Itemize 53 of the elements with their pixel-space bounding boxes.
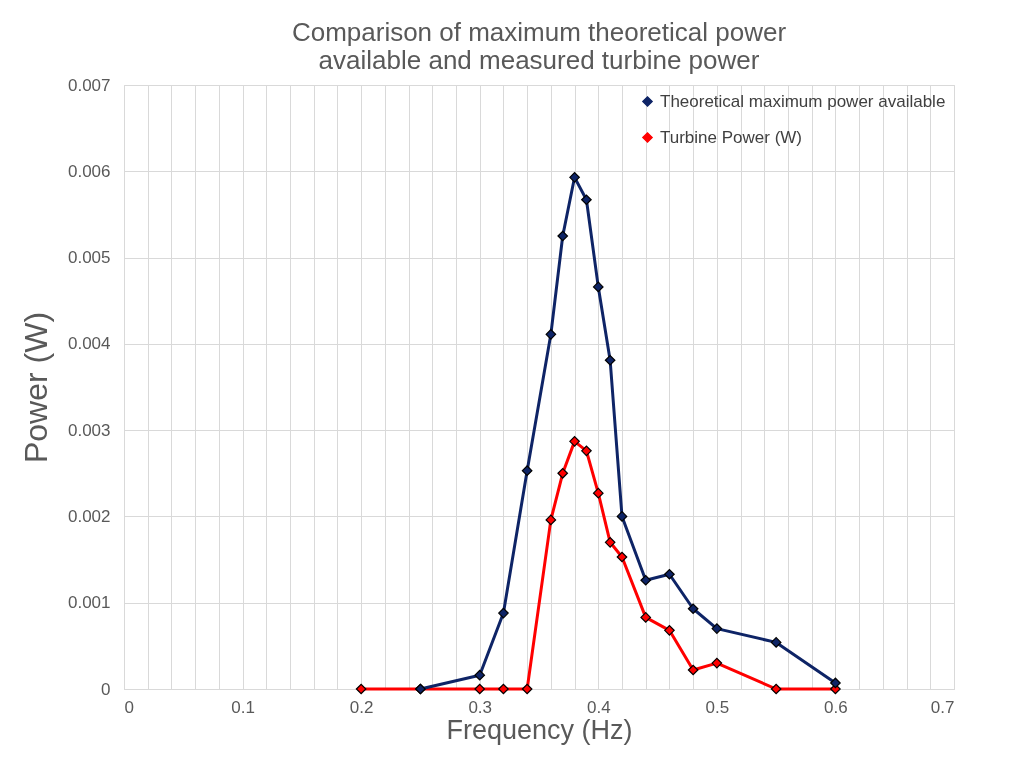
point	[498, 683, 509, 695]
legend-label: Turbine Power (W)	[660, 127, 803, 147]
x-tick-label: 0.7	[930, 697, 955, 717]
point	[521, 465, 533, 477]
x-tick-label: 0.6	[824, 697, 848, 717]
point	[770, 683, 782, 695]
point	[581, 445, 592, 457]
y-tick-label: 0.006	[67, 161, 111, 181]
point	[687, 664, 699, 676]
x-tick-label: 0	[124, 697, 134, 717]
point	[557, 230, 569, 242]
point	[545, 329, 557, 340]
y-tick-label: 0.005	[67, 248, 111, 268]
y-tick-label: 0.002	[67, 506, 111, 526]
point	[569, 436, 580, 447]
y-tick-label: 0.003	[67, 420, 111, 440]
point	[604, 354, 616, 366]
point	[711, 623, 723, 634]
point	[770, 637, 782, 648]
y-tick-label: 0.004	[67, 334, 111, 354]
legend-label: Theoretical maximum power available	[660, 91, 946, 111]
point	[592, 487, 604, 499]
point	[498, 607, 509, 619]
point	[830, 677, 841, 689]
point	[616, 511, 628, 522]
x-tick-label: 0.2	[349, 697, 374, 717]
point	[474, 669, 486, 681]
point	[521, 683, 533, 695]
y-tick-label: 0.001	[67, 593, 111, 613]
point	[557, 467, 569, 479]
point	[474, 683, 486, 695]
chart-title: Comparison of maximum theoretical power available and measured turbine power	[291, 17, 787, 75]
point	[640, 612, 652, 623]
x-tick-label: 0.1	[231, 697, 255, 717]
y-tick-label: 0.007	[67, 75, 111, 95]
y-axis-title: Power (W)	[17, 311, 54, 464]
point	[616, 551, 628, 563]
y-tick-label: 0	[101, 679, 111, 699]
point	[355, 683, 367, 695]
point	[581, 194, 592, 206]
point	[604, 536, 616, 548]
point	[687, 603, 699, 615]
x-axis-title: Frequency (Hz)	[446, 714, 633, 745]
point	[664, 624, 675, 636]
x-tick-label: 0.5	[705, 697, 730, 717]
point	[569, 171, 580, 183]
point	[664, 568, 675, 580]
point	[545, 514, 557, 526]
x-tick-label: 0.4	[586, 697, 611, 717]
x-tick-label: 0.3	[468, 697, 493, 717]
point	[640, 574, 652, 586]
point	[711, 657, 723, 669]
point	[592, 281, 604, 293]
